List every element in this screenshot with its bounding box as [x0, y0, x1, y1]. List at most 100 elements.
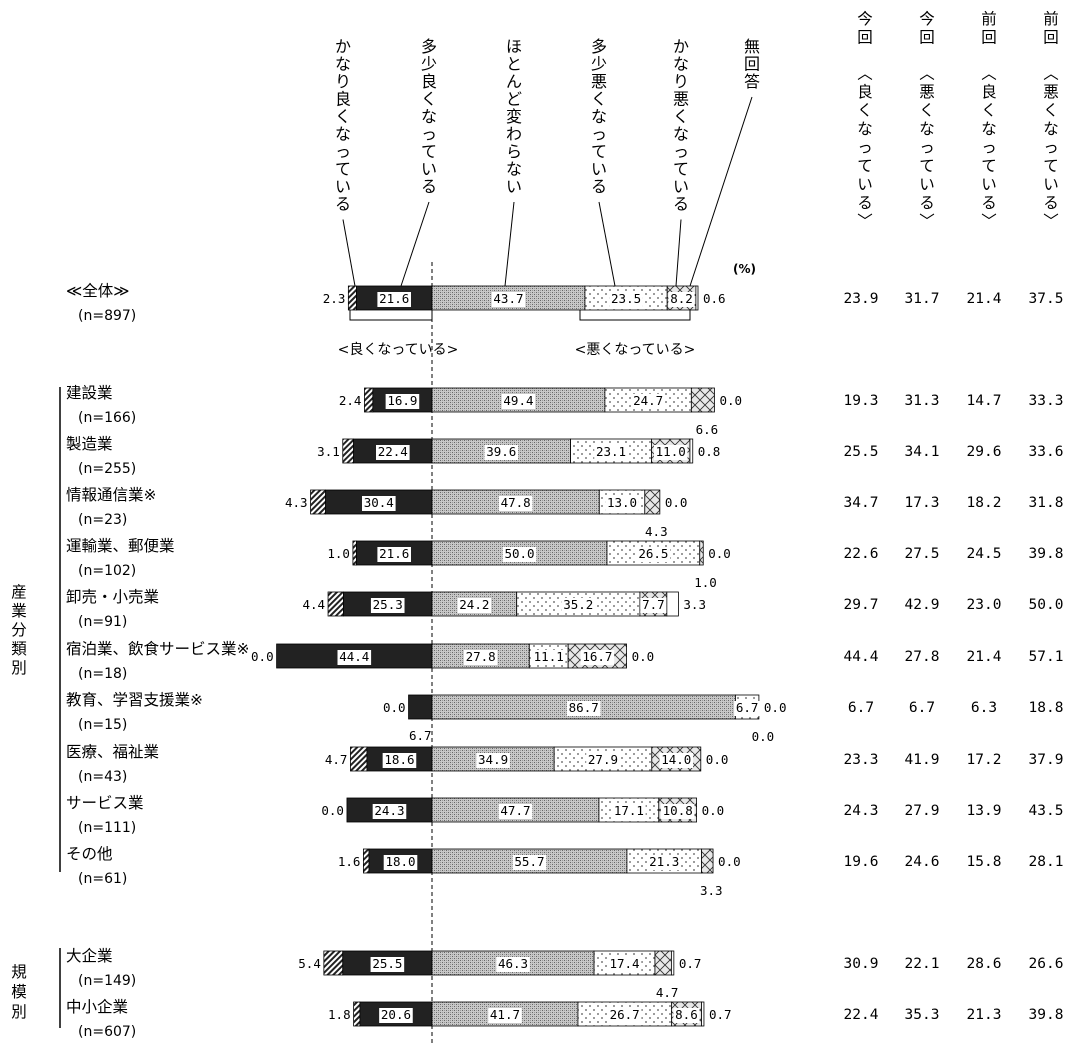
value-label-bg: [659, 753, 694, 768]
right-value: 31.7: [905, 291, 940, 307]
bar-segment: [689, 438, 694, 464]
value-label-bg: [502, 547, 537, 562]
bar-row: 4.4 25.3 24.2 35.2 7.7 3.3: [302, 591, 706, 617]
value-label: 43.7: [493, 291, 523, 306]
value-label: 13.0: [607, 495, 637, 510]
vertical-char: か: [335, 37, 351, 56]
vertical-char: 産: [11, 583, 27, 601]
value-label: 11.0: [656, 444, 686, 459]
vertical-char: 多: [591, 37, 607, 56]
value-label: 2.4: [339, 393, 362, 408]
value-label: 47.7: [500, 803, 530, 818]
right-value: 35.3: [905, 1007, 940, 1023]
value-label: 30.4: [364, 495, 394, 510]
right-value: 31.3: [905, 393, 940, 409]
value-label: 35.2: [563, 597, 593, 612]
value-label: 39.6: [486, 444, 516, 459]
bar-row: 5.4 25.5 46.3 17.4 4.70.7: [298, 950, 702, 1000]
vertical-char: 悪: [591, 72, 607, 91]
value-label: 4.3: [285, 495, 308, 510]
header-char: て: [857, 157, 873, 175]
right-value: 15.8: [967, 854, 1002, 870]
vertical-char: 少: [591, 55, 607, 74]
vertical-char: か: [673, 37, 689, 56]
value-label: 25.3: [373, 597, 403, 612]
right-value: 44.4: [844, 649, 879, 665]
value-label-bg: [491, 292, 526, 307]
vertical-char: 良: [421, 72, 437, 91]
right-value: 29.7: [844, 597, 879, 613]
vertical-char: く: [335, 107, 351, 126]
value-label: 21.3: [649, 854, 679, 869]
bar-segment: [644, 489, 661, 515]
bar-row: 0.0 24.3 47.7 17.1 10.8 0.0: [321, 797, 724, 823]
header-char: る: [1043, 194, 1059, 212]
bar-row: 0.06.786.7 6.70.00.0: [383, 694, 786, 744]
vertical-char: 別: [11, 659, 27, 677]
bar-segment: [408, 694, 433, 720]
value-label-bg: [605, 496, 639, 511]
right-value: 22.6: [844, 546, 879, 562]
value-label: 34.9: [478, 752, 508, 767]
vertical-char: い: [335, 177, 351, 196]
header-char: 今: [857, 10, 873, 28]
right-value: 28.1: [1029, 854, 1064, 870]
legend-leader: [675, 219, 682, 287]
right-value: 19.6: [844, 854, 879, 870]
row-n: (n=149): [78, 973, 136, 989]
value-label: 4.3: [645, 524, 668, 539]
right-value: 21.4: [967, 649, 1002, 665]
right-value: 23.3: [844, 752, 879, 768]
legend-leader: [342, 219, 356, 287]
header-char: る: [919, 194, 935, 212]
vertical-char: 類: [11, 640, 27, 658]
value-label: 17.1: [614, 803, 644, 818]
value-label-bg: [501, 394, 536, 409]
right-value: 27.9: [905, 803, 940, 819]
brace-label-bad: <悪くなっている>: [575, 342, 696, 358]
row-n: (n=607): [78, 1024, 136, 1040]
row-label: サービス業: [66, 794, 144, 812]
right-value: 37.5: [1029, 291, 1064, 307]
unit-label: (%): [733, 262, 756, 276]
value-label: 49.4: [503, 393, 533, 408]
vertical-char: 変: [506, 107, 522, 126]
value-label: 22.4: [378, 444, 408, 459]
header-char: い: [1043, 176, 1059, 194]
header-char: 今: [919, 10, 935, 28]
value-label: 24.2: [459, 597, 489, 612]
right-value: 23.0: [967, 597, 1002, 613]
vertical-char: 業: [11, 602, 27, 620]
value-label: 1.0: [694, 575, 717, 590]
value-label: 0.7: [679, 956, 702, 971]
value-label: 2.3: [323, 291, 346, 306]
value-label: 25.5: [372, 956, 402, 971]
value-label: 21.6: [379, 546, 409, 561]
value-label: 8.2: [670, 291, 693, 306]
brace-label-good: <良くなっている>: [338, 342, 459, 358]
value-label: 0.0: [719, 393, 742, 408]
value-label-bg: [370, 957, 405, 972]
vertical-char: っ: [335, 142, 351, 161]
right-value: 24.3: [844, 803, 879, 819]
vertical-char: と: [506, 55, 522, 74]
value-label: 55.7: [514, 854, 544, 869]
right-value: 19.3: [844, 393, 879, 409]
header-char: て: [919, 157, 935, 175]
vertical-char: 悪: [673, 90, 689, 109]
value-label-bg: [580, 650, 615, 665]
right-header: 前回 ︿悪くなっている﹀: [1043, 10, 1059, 231]
value-label: 0.7: [709, 1007, 732, 1022]
bar-segment: [362, 848, 370, 874]
vertical-char: っ: [591, 125, 607, 144]
bar-segment: [350, 746, 368, 772]
value-label: 86.7: [569, 700, 599, 715]
value-label: 46.3: [498, 956, 528, 971]
header-char: 回: [857, 29, 873, 47]
row-labels: ≪全体≫ (n=897) 建設業 (n=166) 製造業 (n=255) 情報通信業※ (n=…: [11, 282, 249, 1040]
right-value: 27.5: [905, 546, 940, 562]
header-char: っ: [857, 139, 873, 157]
vertical-char: い: [591, 160, 607, 179]
